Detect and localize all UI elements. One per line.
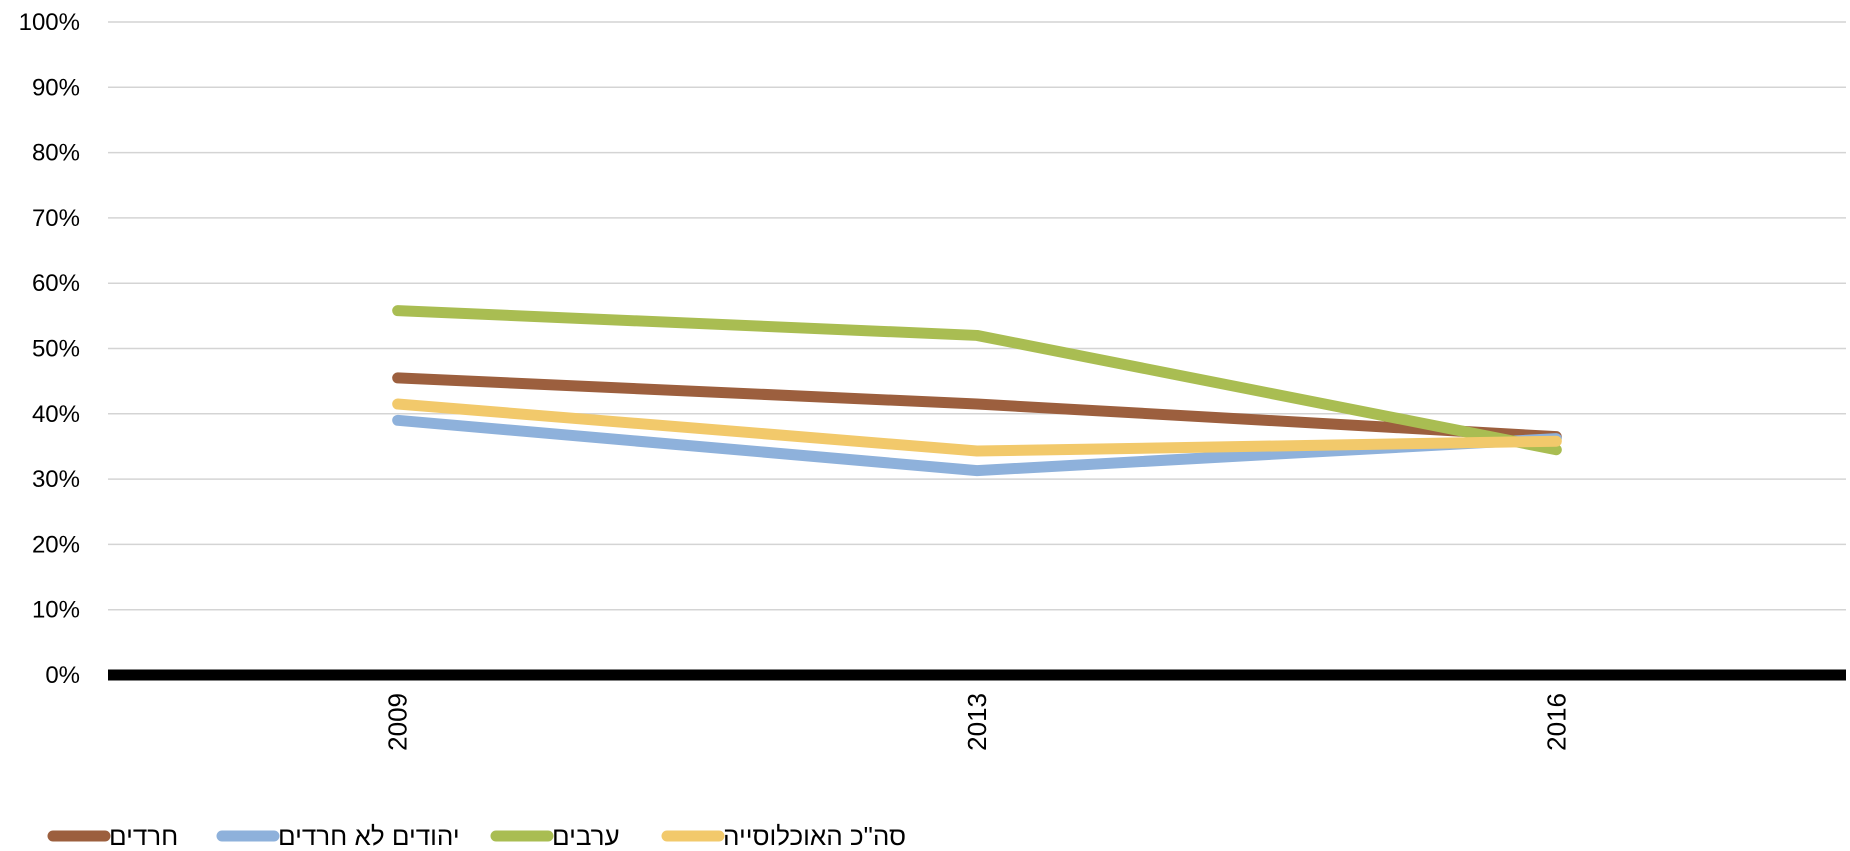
legend-label: סה"כ האוכלוסייה (723, 821, 906, 851)
x-tick-label: 2013 (962, 693, 992, 751)
series-lines (392, 305, 1562, 477)
y-axis: 0% 10% 20% 30% 40% 50% 60% 70% 80% 90% 100% (19, 9, 80, 689)
legend-item: חרדים (47, 821, 178, 851)
series-line-0 (392, 372, 1562, 443)
legend-item: יהודים לא חרדים (216, 821, 460, 851)
grid-lines (108, 21, 1846, 611)
y-tick-label: 100% (19, 9, 80, 36)
y-tick-label: 40% (32, 401, 80, 428)
x-axis: 2009 2013 2016 (108, 669, 1846, 751)
y-tick-label: 80% (32, 140, 80, 167)
x-tick-label: 2016 (1541, 693, 1571, 751)
x-tick-label: 2009 (383, 693, 413, 751)
legend-label: יהודים לא חרדים (278, 821, 460, 851)
legend-item: ערבים (490, 821, 620, 851)
legend: חרדים יהודים לא חרדים ערבים סה"כ האוכלוסייה (47, 821, 906, 851)
legend-label: ערבים (552, 821, 620, 851)
y-tick-label: 10% (32, 597, 80, 624)
legend-item: סה"כ האוכלוסייה (661, 821, 906, 851)
y-tick-label: 0% (45, 662, 80, 689)
y-tick-label: 60% (32, 270, 80, 297)
y-tick-label: 20% (32, 531, 80, 558)
legend-label: חרדים (109, 821, 178, 851)
y-tick-label: 90% (32, 74, 80, 101)
y-tick-label: 70% (32, 205, 80, 232)
y-tick-label: 50% (32, 336, 80, 363)
y-tick-label: 30% (32, 466, 80, 493)
